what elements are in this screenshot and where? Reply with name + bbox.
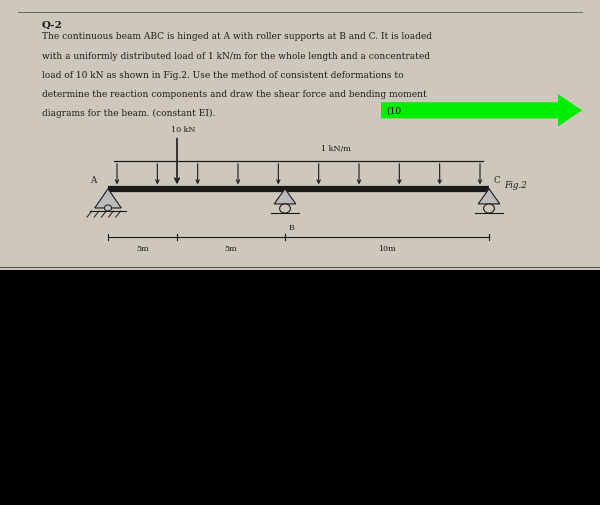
Text: A: A [90, 175, 96, 184]
Text: The continuous beam ABC is hinged at A with roller supports at B and C. It is lo: The continuous beam ABC is hinged at A w… [42, 32, 432, 41]
Text: 5m: 5m [136, 244, 149, 252]
Circle shape [484, 205, 494, 214]
FancyBboxPatch shape [0, 0, 600, 270]
Text: (10: (10 [386, 107, 401, 116]
Polygon shape [95, 189, 121, 209]
Text: 10m: 10m [378, 244, 396, 252]
Circle shape [280, 205, 290, 214]
Text: B: B [289, 224, 295, 232]
Text: 10 kN: 10 kN [171, 126, 195, 134]
Text: diagrams for the beam. (constant EI).: diagrams for the beam. (constant EI). [42, 109, 215, 118]
Text: with a uniformly distributed load of 1 kN/m for the whole length and a concentra: with a uniformly distributed load of 1 k… [42, 52, 430, 61]
Text: load of 10 kN as shown in Fig.2. Use the method of consistent deformations to: load of 10 kN as shown in Fig.2. Use the… [42, 71, 404, 80]
Text: Q-2: Q-2 [42, 21, 63, 30]
Text: 5m: 5m [224, 244, 238, 252]
Text: determine the reaction components and draw the shear force and bending moment: determine the reaction components and dr… [42, 90, 427, 99]
Text: 1 kN/m: 1 kN/m [321, 144, 351, 153]
Polygon shape [478, 189, 500, 205]
Text: C: C [494, 175, 500, 184]
Text: Fig.2: Fig.2 [504, 181, 527, 190]
Circle shape [104, 206, 112, 212]
Polygon shape [274, 189, 296, 205]
Polygon shape [381, 95, 582, 127]
